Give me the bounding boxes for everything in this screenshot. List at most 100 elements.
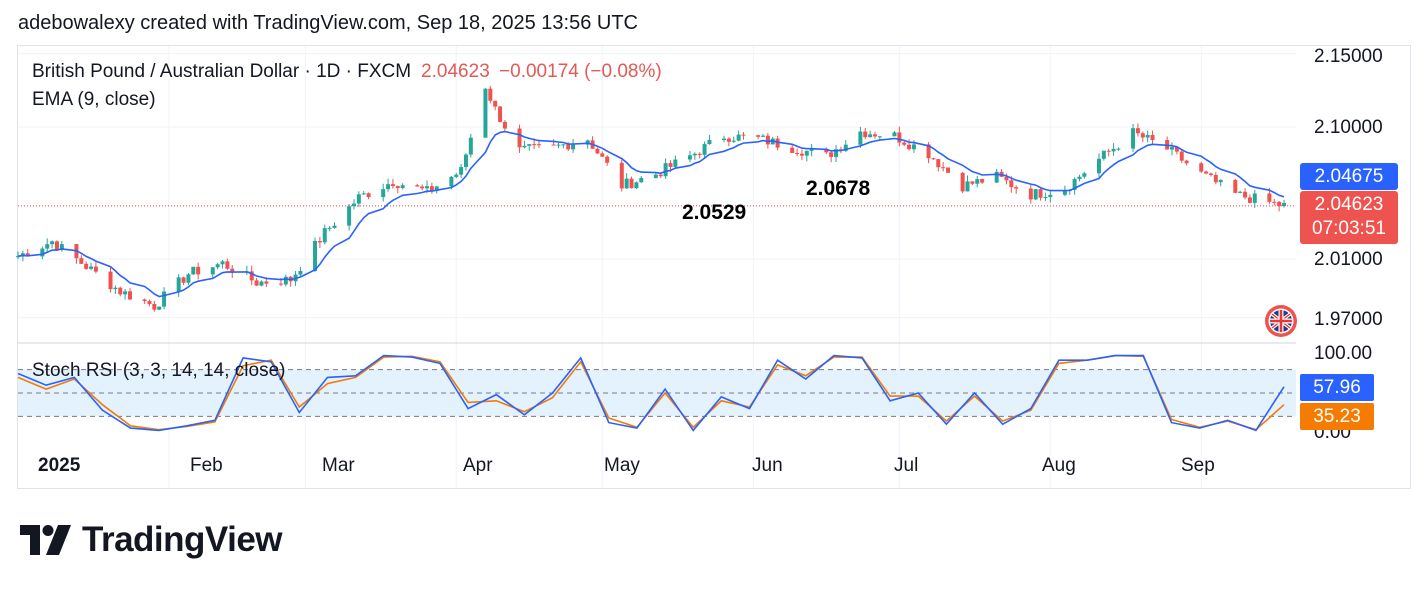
candle-body [332, 225, 337, 228]
candle-body [142, 299, 147, 302]
candle-body [941, 167, 946, 169]
candle-body [722, 138, 727, 140]
candle-body [1145, 135, 1150, 138]
candle-body [736, 134, 741, 141]
candle-body [756, 135, 761, 137]
time-axis-label: 2025 [38, 455, 81, 476]
candle-body [673, 159, 678, 167]
ema-value-badge: 2.04675 [1300, 163, 1398, 190]
candle-body [571, 144, 576, 150]
legend-price: 2.04623 [421, 61, 490, 82]
candle-body [415, 185, 420, 187]
candle-body [907, 144, 912, 150]
candle-body [313, 241, 318, 272]
candle-body [264, 281, 269, 284]
price-axis-label: 2.10000 [1314, 117, 1383, 138]
candle-body [868, 134, 873, 138]
candle-body [863, 131, 868, 138]
candle-body [624, 178, 629, 189]
candle-body [1218, 179, 1223, 183]
candle-body [488, 88, 493, 101]
symbol-name: British Pound / Australian Dollar · 1D ·… [32, 61, 412, 82]
candle-body [395, 186, 400, 189]
candle-body [668, 163, 673, 167]
candle-body [726, 138, 731, 142]
candle-body [483, 88, 488, 138]
stoch-legend[interactable]: Stoch RSI (3, 3, 14, 14, close) [32, 360, 286, 381]
candle-body [658, 174, 663, 177]
stoch-k-line [17, 354, 1285, 432]
candle-body [1140, 133, 1145, 138]
time-axis-label: Sep [1181, 455, 1215, 476]
price-axis-label: 2.01000 [1314, 249, 1383, 270]
candle-body [702, 144, 707, 155]
time-axis-label: May [604, 455, 640, 476]
candle-body [707, 139, 712, 145]
candle-body [1179, 151, 1184, 161]
candle-body [1204, 171, 1209, 174]
candle-body [459, 167, 464, 175]
candle-body [93, 266, 98, 272]
candle-body [1004, 176, 1009, 181]
candle-body [454, 174, 459, 177]
countdown-timer: 07:03:51 [1312, 218, 1386, 239]
time-axis-label: Jul [894, 455, 919, 476]
candle-body [468, 137, 473, 155]
candle-body [1131, 128, 1136, 149]
tradingview-logo[interactable]: TradingView [20, 520, 283, 560]
time-axis-label: Apr [463, 455, 493, 476]
candle-body [1184, 160, 1189, 164]
candle-body [634, 182, 639, 189]
candle-body [127, 291, 132, 300]
time-axis-label: Feb [190, 455, 223, 476]
candle-body [1072, 179, 1077, 190]
candle-body [517, 128, 522, 148]
candle-body [259, 281, 264, 286]
ema-legend[interactable]: EMA (9, close) [32, 89, 156, 110]
candle-body [425, 186, 430, 189]
candle-body [196, 266, 201, 275]
candle-body [25, 253, 30, 257]
candle-body [420, 186, 425, 189]
ema-line [17, 130, 1285, 298]
candle-body [804, 150, 809, 156]
candle-body [59, 244, 64, 250]
candle-body [795, 152, 800, 154]
candle-body [960, 172, 965, 192]
candle-body [1135, 128, 1140, 134]
candle-body [1233, 179, 1238, 193]
candle-body [1199, 163, 1204, 172]
candle-body [366, 193, 371, 198]
stoch-k-badge: 57.96 [1300, 374, 1374, 401]
candle-body [502, 121, 507, 129]
candle-body [1150, 135, 1155, 140]
time-axis-label: Mar [322, 455, 355, 476]
candle-body [1116, 148, 1121, 150]
candle-body [663, 163, 668, 177]
symbol-legend[interactable]: British Pound / Australian Dollar · 1D ·… [32, 61, 662, 83]
candle-body [760, 135, 765, 137]
candle-body [45, 244, 50, 249]
candle-body [176, 277, 181, 292]
candle-body [1082, 173, 1087, 177]
candle-body [434, 186, 439, 191]
candle-body [181, 277, 186, 283]
candle-body [123, 291, 128, 295]
legend-change: −0.00174 (−0.08%) [499, 61, 662, 82]
high-annotation: 2.0678 [806, 177, 871, 200]
candle-body [566, 144, 571, 150]
candle-body [556, 144, 561, 146]
candle-body [1009, 180, 1014, 188]
candle-body [834, 149, 839, 157]
candle-body [585, 140, 590, 145]
candle-body [1252, 193, 1257, 203]
candle-body [50, 241, 55, 245]
candle-body [1174, 147, 1179, 152]
candle-body [84, 263, 89, 269]
candle-body [225, 261, 230, 269]
candle-body [980, 179, 985, 183]
candle-body [653, 174, 658, 178]
stoch-band [18, 369, 1296, 417]
candle-body [824, 148, 829, 153]
